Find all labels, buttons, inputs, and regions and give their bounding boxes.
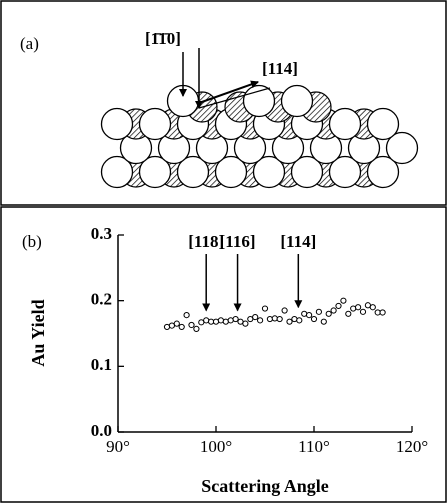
data-point [178, 323, 185, 331]
atom [138, 107, 172, 141]
data-point [193, 325, 200, 333]
data-point [163, 323, 171, 331]
data-point [340, 297, 347, 304]
x-tick-label: 100° [200, 437, 232, 456]
data-point [315, 308, 322, 315]
atom [100, 155, 134, 189]
atom [366, 155, 400, 189]
data-point [188, 321, 195, 329]
data-point [355, 304, 362, 311]
data-point [379, 309, 386, 316]
data-point [286, 318, 293, 325]
data-point [261, 305, 269, 312]
data-point [266, 315, 273, 323]
data-point [281, 307, 288, 314]
data-point [232, 315, 239, 323]
atom [290, 155, 324, 189]
atom [366, 107, 400, 141]
y-tick-label: 0.3 [91, 224, 112, 243]
atom [176, 155, 210, 189]
x-tick-label: 120° [396, 437, 428, 456]
annotation-label: [114] [280, 232, 316, 251]
atom [242, 84, 276, 118]
data-point [257, 317, 264, 324]
data-point [330, 307, 337, 314]
data-point [296, 317, 303, 324]
exit-arrow [198, 80, 259, 104]
annotation-label: [116] [220, 232, 256, 251]
panel-label: (b) [22, 232, 42, 251]
y-tick-label: 0.0 [91, 421, 112, 440]
atom [252, 155, 286, 189]
data-point [350, 305, 357, 312]
data-point [359, 308, 367, 315]
panel-b-frame [0, 206, 447, 503]
data-point [173, 320, 180, 327]
exit-arrow [198, 87, 271, 109]
x-tick-label: 90° [106, 437, 130, 456]
data-point [271, 315, 278, 322]
y-tick-label: 0.1 [91, 355, 112, 374]
atom [138, 155, 172, 189]
data-point [227, 317, 234, 324]
atom [328, 107, 362, 141]
data-point [325, 310, 332, 317]
atom [280, 84, 314, 118]
data-point [242, 320, 249, 327]
data-point [276, 315, 283, 323]
chart: (b) Scattering Angle Au Yield 0.0 0.1 0.2 0… [22, 224, 428, 496]
panel-a-frame [0, 0, 447, 206]
x-tick-label: 110° [298, 437, 330, 456]
data-point [301, 310, 308, 317]
data-point [291, 315, 298, 323]
data-point [335, 302, 342, 310]
annotation-label: [118] [188, 232, 224, 251]
data-point [183, 312, 190, 319]
atom [214, 155, 248, 189]
data-point [212, 318, 220, 325]
direction-label: [1̄1̄0] [145, 29, 181, 48]
y-tick-label: 0.2 [91, 290, 112, 309]
atom-lattice [100, 84, 419, 189]
atom [385, 131, 419, 165]
y-axis-label: Au Yield [28, 299, 48, 366]
panel-label: (a) [20, 34, 39, 53]
direction-label: [114] [262, 59, 298, 78]
data-point [320, 318, 327, 325]
atom [328, 155, 362, 189]
data-point [369, 304, 376, 311]
x-axis-label: Scattering Angle [201, 476, 329, 496]
data-point [252, 313, 259, 321]
data-point [217, 317, 224, 324]
data-point [345, 310, 352, 317]
data-point [222, 318, 229, 325]
data-point [203, 317, 210, 324]
atom [100, 107, 134, 141]
data-point [310, 315, 318, 323]
data-point [306, 312, 313, 319]
